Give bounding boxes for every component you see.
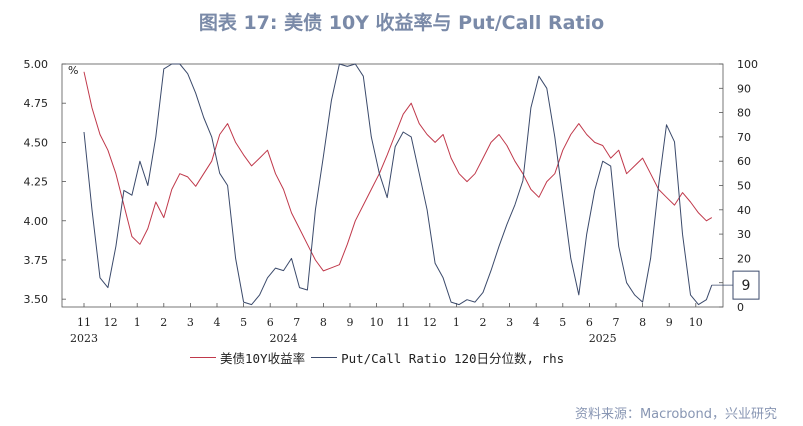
x-axis-month-label: 12	[104, 316, 118, 329]
right-axis-tick-label: 70	[737, 131, 751, 144]
right-axis-tick-label: 0	[737, 301, 744, 314]
x-axis-month-label: 7	[613, 316, 620, 329]
x-axis-year-label: 2025	[589, 332, 617, 345]
legend-swatch-pcr	[311, 357, 338, 358]
x-axis-month-label: 3	[187, 316, 194, 329]
x-axis-month-label: 10	[689, 316, 703, 329]
right-axis-tick-label: 90	[737, 82, 751, 95]
x-axis-year-label: 2023	[70, 332, 98, 345]
x-axis-month-label: 1	[453, 316, 460, 329]
right-axis-tick-label: 60	[737, 155, 751, 168]
put-call-ratio-line	[83, 63, 713, 306]
x-axis-month-label: 8	[639, 316, 646, 329]
x-axis-month-label: 11	[77, 316, 91, 329]
right-axis-tick-label: 100	[737, 58, 758, 71]
left-axis-tick-label: 4.50	[24, 136, 49, 149]
x-axis-month-label: 9	[666, 316, 673, 329]
right-axis-tick-label: 50	[737, 180, 751, 193]
right-axis-tick-label: 30	[737, 228, 751, 241]
end-label-value: 9	[742, 278, 751, 294]
left-axis-tick-label: 4.25	[24, 176, 49, 189]
chart-legend: 美债10Y收益率 Put/Call Ratio 120日分位数, rhs	[190, 348, 570, 367]
x-axis-month-label: 8	[320, 316, 327, 329]
left-axis-tick-label: 3.50	[24, 293, 49, 306]
x-axis-month-label: 5	[240, 316, 247, 329]
x-axis-month-label: 10	[370, 316, 384, 329]
x-axis-month-label: 12	[423, 316, 437, 329]
left-axis-unit: %	[68, 64, 78, 77]
legend-label-pcr: Put/Call Ratio 120日分位数, rhs	[341, 351, 565, 366]
legend-item-pcr: Put/Call Ratio 120日分位数, rhs	[311, 348, 564, 367]
x-axis-month-label: 4	[214, 316, 221, 329]
right-axis-tick-label: 40	[737, 204, 751, 217]
right-axis-tick-label: 20	[737, 252, 751, 265]
legend-swatch-yield	[190, 357, 216, 358]
legend-item-yield: 美债10Y收益率	[190, 348, 305, 367]
x-axis-month-label: 2	[480, 316, 487, 329]
chart-title: 图表 17: 美债 10Y 收益率与 Put/Call Ratio	[198, 12, 605, 34]
legend-label-yield: 美债10Y收益率	[220, 351, 306, 366]
x-axis-month-label: 7	[293, 316, 300, 329]
x-axis-month-label: 9	[347, 316, 354, 329]
x-axis-month-label: 3	[506, 316, 513, 329]
x-axis-year-label: 2024	[270, 332, 298, 345]
left-axis-tick-label: 4.75	[24, 97, 49, 110]
left-axis-tick-label: 5.00	[24, 58, 49, 71]
x-axis-month-label: 6	[586, 316, 593, 329]
right-axis-tick-label: 80	[737, 107, 751, 120]
x-axis-month-label: 11	[396, 316, 410, 329]
x-axis-month-label: 5	[559, 316, 566, 329]
left-axis-tick-label: 3.75	[24, 254, 49, 267]
end-label-box	[732, 270, 760, 300]
x-axis-month-label: 4	[533, 316, 540, 329]
x-axis-month-label: 1	[134, 316, 141, 329]
left-axis-tick-label: 4.00	[24, 215, 49, 228]
x-axis-month-label: 6	[267, 316, 274, 329]
source-note: 资料来源：Macrobond，兴业研究	[574, 407, 777, 422]
x-axis-month-label: 2	[160, 316, 167, 329]
yield-line	[83, 71, 713, 272]
